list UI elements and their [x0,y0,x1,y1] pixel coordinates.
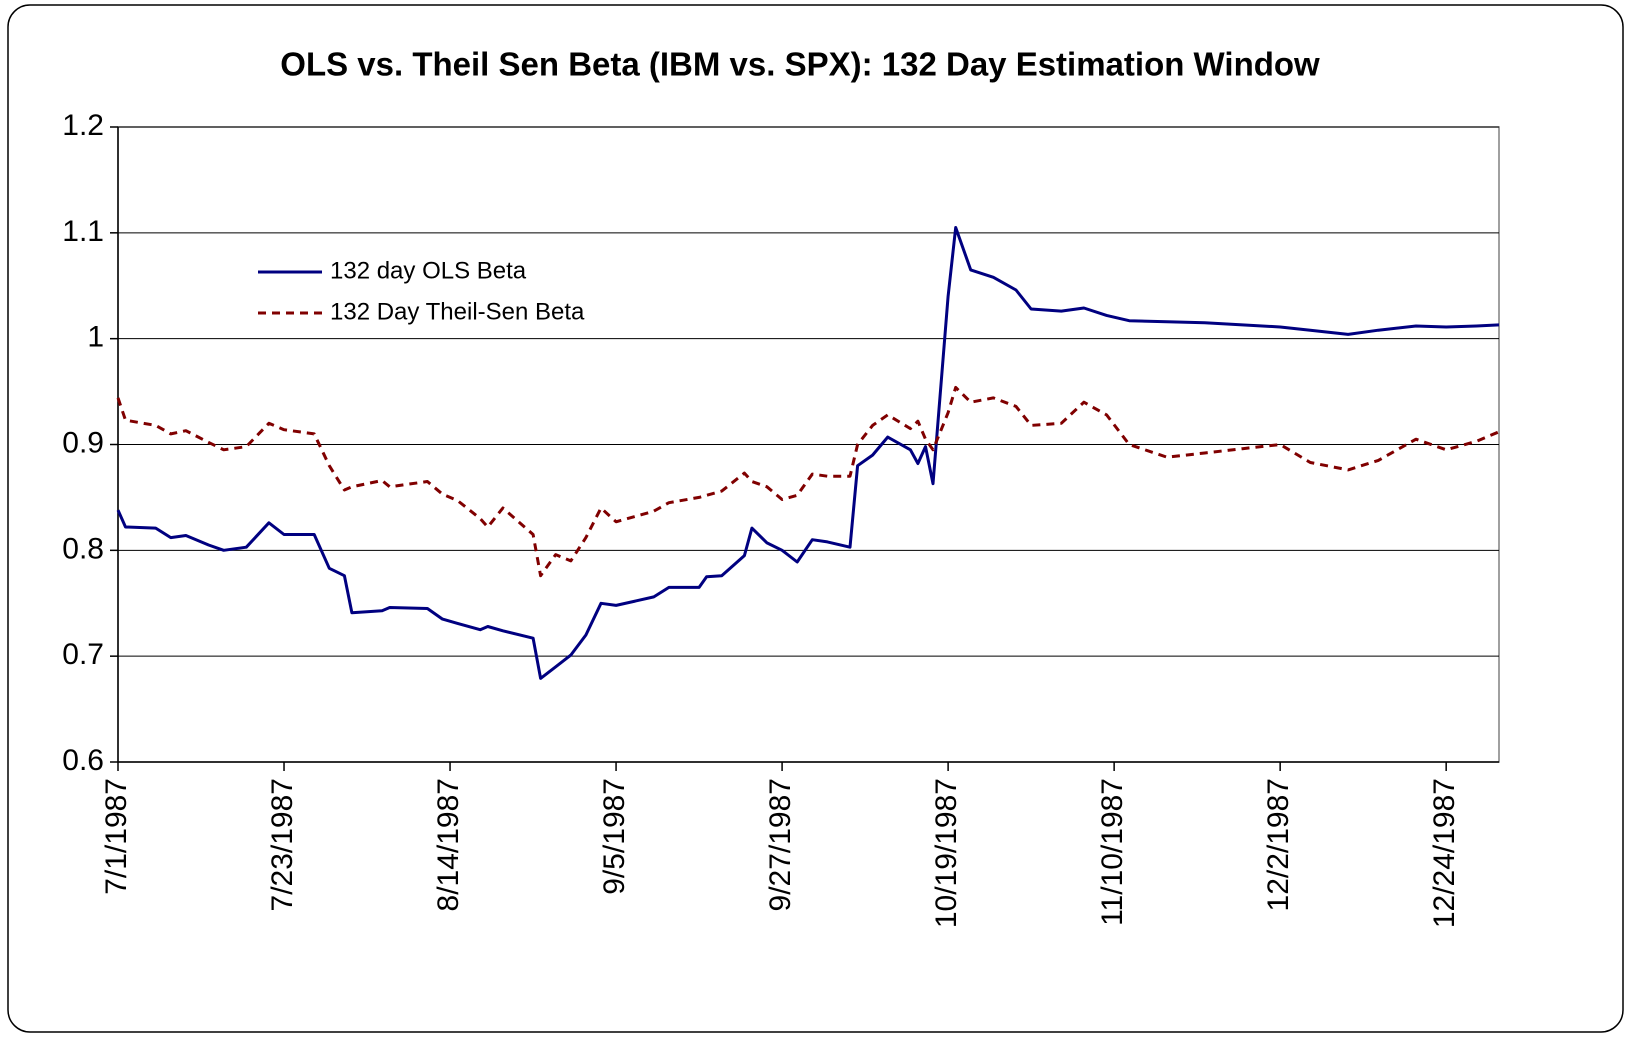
y-tick-label: 1.2 [62,109,104,142]
legend-label: 132 Day Theil-Sen Beta [330,298,585,325]
x-tick-label: 9/5/1987 [598,778,631,895]
x-tick-label: 10/19/1987 [930,778,963,928]
legend-label: 132 day OLS Beta [330,257,527,284]
x-tick-label: 7/1/1987 [100,778,133,895]
x-tick-label: 7/23/1987 [266,778,299,911]
x-tick-label: 12/24/1987 [1428,778,1461,928]
y-tick-label: 0.8 [62,532,104,565]
x-tick-label: 8/14/1987 [432,778,465,911]
chart-frame [7,4,1624,1033]
y-tick-label: 1 [87,321,104,354]
x-tick-label: 9/27/1987 [764,778,797,911]
y-tick-label: 1.1 [62,215,104,248]
data-line [116,385,1500,578]
x-tick-label: 11/10/1987 [1096,778,1129,926]
data-line [116,226,1500,680]
chart-title: OLS vs. Theil Sen Beta (IBM vs. SPX): 13… [280,46,1320,83]
y-tick-label: 0.6 [62,744,104,777]
y-tick-label: 0.7 [62,638,104,671]
x-tick-label: 12/2/1987 [1262,778,1295,911]
y-tick-label: 0.9 [62,426,104,459]
